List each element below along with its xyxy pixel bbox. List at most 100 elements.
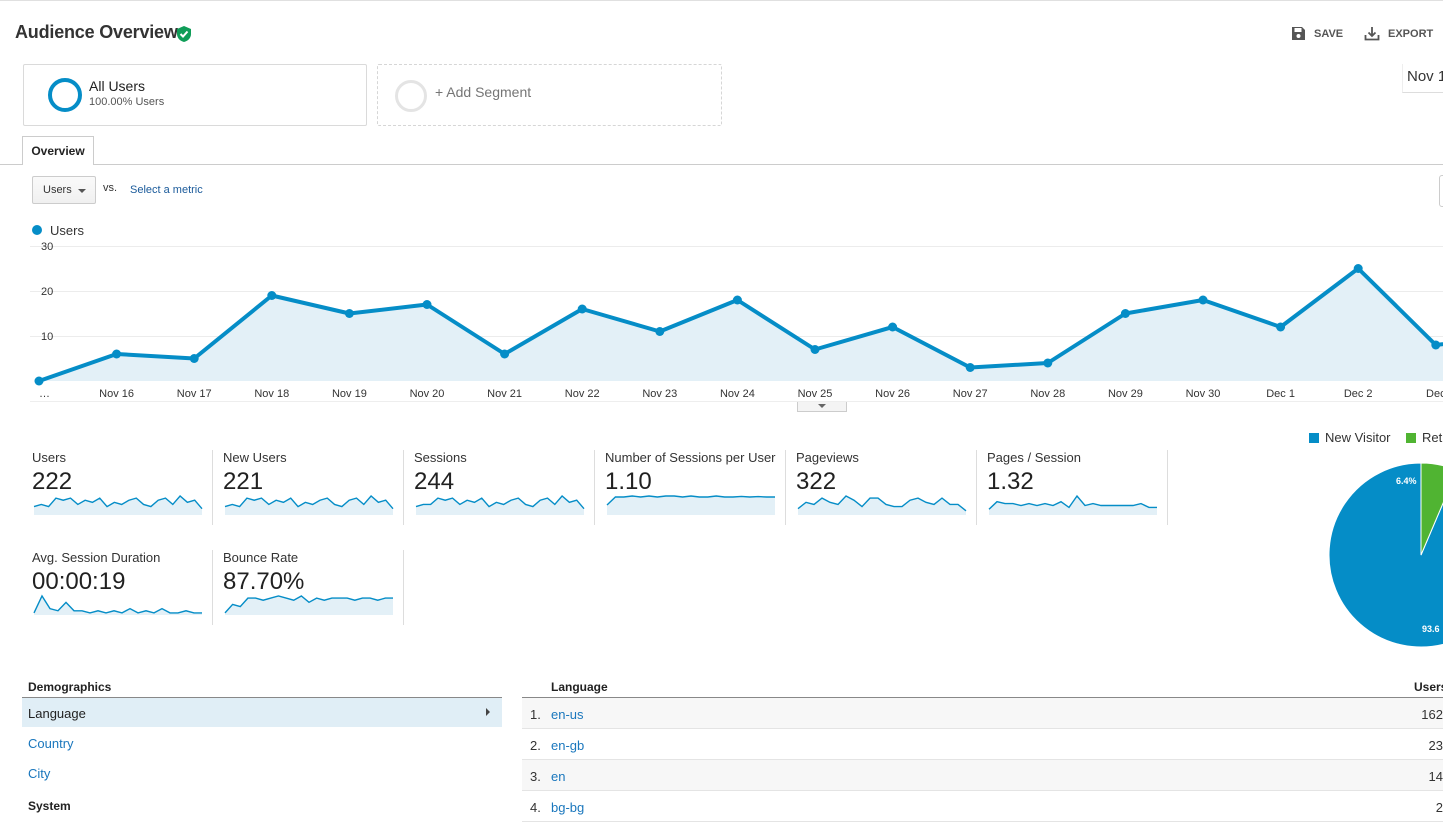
scorecard-number-of-sessions-per-user[interactable]: Number of Sessions per User 1.10 [605,450,786,525]
data-point[interactable] [1431,340,1441,350]
demographics-item-country[interactable]: Country [28,736,74,751]
scorecard-users[interactable]: Users 222 [32,450,213,525]
demographics-item-city[interactable]: City [28,766,51,781]
tab-divider [0,164,1443,165]
sparkline-area [225,496,393,515]
metric-select[interactable]: Users [32,176,96,204]
sparkline-area [989,496,1157,515]
row-language-link[interactable]: en [551,769,566,784]
add-segment-label: + Add Segment [435,84,532,100]
data-point[interactable] [655,327,665,336]
x-tick-label: Nov 23 [642,388,677,400]
add-segment-button[interactable]: + Add Segment [377,64,722,126]
scorecard-pageviews[interactable]: Pageviews 322 [796,450,977,525]
save-button[interactable]: SAVE [1291,26,1343,41]
table-header-language[interactable]: Language [551,680,608,694]
segment-all-users[interactable]: All Users 100.00% Users [23,64,367,126]
sparkline-line [224,595,393,614]
segment-percentage: 100.00% Users [89,96,165,108]
sparkline-area [416,496,584,515]
row-language-link[interactable]: bg-bg [551,800,585,815]
row-language-link[interactable]: en-gb [551,738,585,753]
demographics-item-language[interactable]: Language [28,706,86,721]
data-point[interactable] [34,376,44,386]
data-point[interactable] [344,309,354,318]
export-button[interactable]: EXPORT [1364,26,1433,41]
sparkline-line [988,494,1157,510]
table-row: 4. bg-bg 2 [522,791,1443,822]
sparkline-line [33,495,203,510]
x-tick-label: Dec 1 [1266,388,1295,400]
table-row: 1. en-us 162 [522,698,1443,729]
data-point[interactable] [1353,264,1363,273]
y-tick-label: 20 [41,286,53,298]
export-icon [1364,27,1380,41]
scorecard-label: Bounce Rate [223,550,299,565]
data-point[interactable] [112,349,122,359]
visitor-pie-chart: 6.4% 93.6 [1328,462,1443,648]
legend-returning-visitor: Retu [1406,430,1443,445]
legend-returning-visitor-label: Retu [1422,430,1443,445]
data-point[interactable] [1120,309,1130,318]
chart-options-button[interactable] [1439,175,1443,207]
chevron-right-icon [486,708,490,716]
system-heading: System [28,799,71,813]
segment-name: All Users [89,78,146,94]
x-tick-label: Nov 21 [487,388,522,400]
row-users-value: 23 [1428,738,1443,753]
scorecard-bounce-rate[interactable]: Bounce Rate 87.70% [223,550,404,625]
demographics-item-language-active[interactable] [22,698,502,727]
y-tick-label: 10 [41,331,53,343]
scorecard-value: 221 [223,468,264,495]
data-point[interactable] [422,300,432,309]
scorecard-value: 87.70% [223,568,305,595]
data-point[interactable] [189,354,199,363]
scorecard-label: Pages / Session [987,450,1081,465]
x-tick-label: … [39,388,50,400]
scorecard-label: Users [32,450,66,465]
data-point[interactable] [500,349,510,359]
table-header-users[interactable]: Users [1414,680,1443,694]
scorecard-pages-session[interactable]: Pages / Session 1.32 [987,450,1168,525]
data-point[interactable] [1276,322,1286,332]
sparkline-line [797,495,967,512]
row-rank: 3. [530,769,541,784]
table-divider [522,697,1443,698]
date-range-picker[interactable]: Nov 1 [1402,64,1443,93]
data-point[interactable] [965,363,975,372]
scorecard-value: 244 [414,468,455,495]
x-tick-label: Dec [1426,388,1443,400]
select-metric-link[interactable]: Select a metric [130,184,203,196]
data-point[interactable] [1043,358,1053,368]
y-tick-label: 30 [41,241,53,253]
top-border [0,0,1443,1]
scorecard-new-users[interactable]: New Users 221 [223,450,404,525]
scorecard-value: 322 [796,468,837,495]
sparkline-line [224,495,394,510]
data-point[interactable] [267,291,277,300]
segment-ring-icon [48,78,82,112]
scorecard-sparkline [606,495,775,515]
data-point[interactable] [888,322,898,332]
data-point[interactable] [810,345,820,354]
returning-visitor-swatch [1406,432,1416,443]
data-point[interactable] [1198,295,1208,305]
tab-overview[interactable]: Overview [22,136,94,165]
users-legend-label: Users [50,223,84,238]
sparkline-line [415,495,585,510]
data-point[interactable] [732,295,742,305]
data-point[interactable] [577,304,587,314]
chart-collapse-handle[interactable] [797,402,847,412]
scorecard-sessions[interactable]: Sessions 244 [414,450,595,525]
table-row: 2. en-gb 23 [522,729,1443,760]
table-row: 3. en 14 [522,760,1443,791]
scorecard-value: 1.32 [987,468,1034,495]
row-rank: 2. [530,738,541,753]
scorecard-avg-session-duration[interactable]: Avg. Session Duration 00:00:19 [32,550,213,625]
scorecard-value: 00:00:19 [32,568,126,595]
sparkline-area [34,496,202,515]
empty-segment-ring-icon [395,80,427,112]
row-language-link[interactable]: en-us [551,707,584,722]
users-legend-dot [32,225,42,235]
sparkline-area [798,496,966,515]
